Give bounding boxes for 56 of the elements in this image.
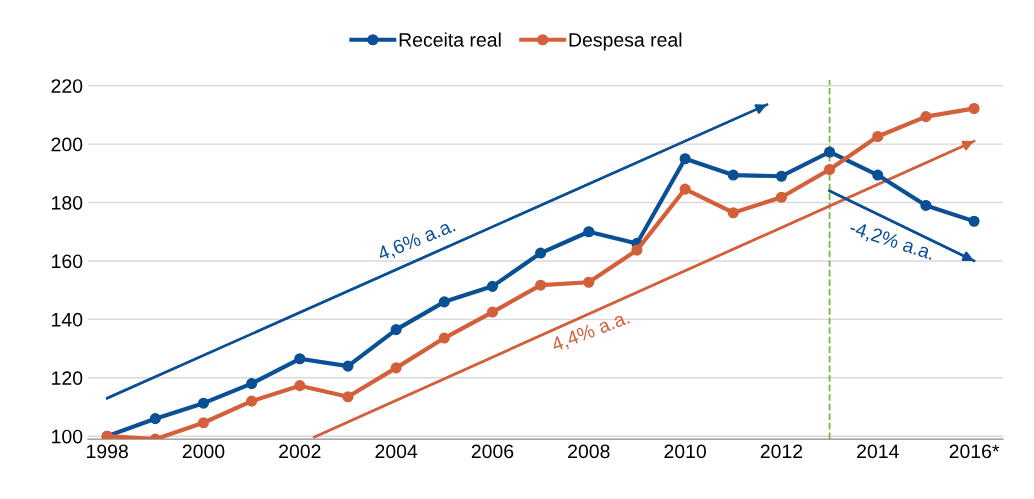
legend-label: Despesa real [569,32,682,51]
y-tick-label: 220 [51,79,83,93]
x-tick-label: 2002 [279,444,321,459]
annotation: -4,2% a.a. [848,220,935,263]
point [583,226,595,238]
point [824,146,836,158]
y-tick-label: 140 [52,312,83,327]
point [342,391,354,403]
point [775,191,787,203]
point [438,332,450,344]
point [583,276,595,288]
x-tick-label: 1998 [87,444,128,459]
point [535,247,547,259]
point [920,199,932,211]
point [631,244,643,256]
point [775,170,787,182]
point [342,360,354,372]
legend-label: Receita real [399,32,501,47]
point [438,296,450,308]
y-tick-label: 100 [52,429,83,444]
point [390,324,402,336]
point [294,380,306,392]
x-tick-label: 2000 [182,444,225,459]
point [872,130,884,143]
point [679,183,691,195]
x-tick-label: 2016* [949,444,1000,459]
x-tick-label: 2008 [568,444,610,459]
point [727,169,739,181]
point [197,417,210,429]
y-tick-label: 200 [51,137,83,152]
y-tick-label: 120 [52,371,83,386]
point [968,215,980,227]
point [872,169,884,181]
point [197,397,210,409]
point [486,306,499,318]
point [294,353,306,365]
x-tick-label: 2014 [857,444,899,459]
x-tick-label: 2004 [375,444,418,459]
annotation: 4,4% a.a. [550,310,631,354]
x-tick-label: 2012 [760,444,803,459]
y-tick-label: 180 [52,195,83,210]
point [679,153,691,165]
point [727,207,739,219]
point [390,362,402,374]
point [968,102,980,115]
point [246,378,258,390]
x-tick-label: 2006 [471,444,514,459]
annotation: 4,6% a.a. [376,218,457,263]
point [486,280,499,292]
point [535,279,547,291]
y-tick-label: 160 [52,254,83,269]
point [824,163,836,176]
x-tick-label: 2010 [664,444,706,459]
point [920,111,932,123]
point [149,413,161,425]
point [246,395,258,407]
